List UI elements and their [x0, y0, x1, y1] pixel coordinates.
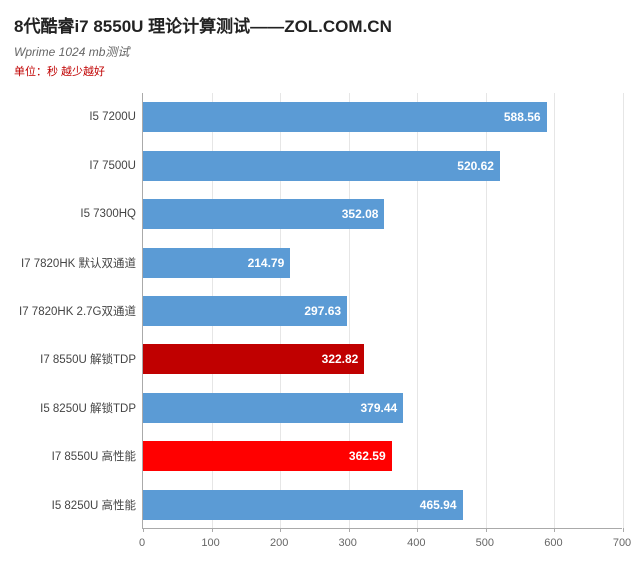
category-label: I5 7200U [14, 111, 136, 123]
chart-plot: 588.56 520.62 352.08 214.79 297.63 322.82 379.… [142, 93, 622, 529]
x-axis-label: 700 [613, 537, 631, 549]
bar: 214.79 [143, 248, 290, 278]
category-label: I7 7820HK 2.7G双通道 [14, 303, 136, 319]
category-label: I5 8250U 解锁TDP [14, 400, 136, 416]
x-axis-label: 500 [476, 537, 494, 549]
bar-value: 588.56 [504, 110, 541, 124]
category-label: I5 8250U 高性能 [14, 497, 136, 513]
category-label: I5 7300HQ [14, 208, 136, 220]
title-prefix: 8代酷睿i7 8550U 理论计算测试—— [14, 17, 284, 36]
x-tick [554, 528, 555, 532]
x-tick [486, 528, 487, 532]
bar-value: 362.59 [349, 449, 386, 463]
grid-line [623, 93, 624, 528]
bar-value: 322.82 [322, 352, 359, 366]
title-source: ZOL.COM.CN [284, 17, 392, 36]
category-label: I7 7820HK 默认双通道 [14, 255, 136, 271]
bar: 352.08 [143, 199, 384, 229]
bar-value: 520.62 [457, 159, 494, 173]
x-tick [349, 528, 350, 532]
bar-value: 379.44 [360, 401, 397, 415]
grid-line [554, 93, 555, 528]
bar: 520.62 [143, 151, 500, 181]
bar-value: 214.79 [248, 256, 285, 270]
bar: 379.44 [143, 393, 403, 423]
x-tick [143, 528, 144, 532]
chart-subtitle: Wprime 1024 mb测试 [14, 43, 626, 60]
chart-title: 8代酷睿i7 8550U 理论计算测试——ZOL.COM.CN [14, 12, 626, 37]
category-label: I7 7500U [14, 160, 136, 172]
x-tick [280, 528, 281, 532]
x-tick [212, 528, 213, 532]
bar: 465.94 [143, 490, 463, 520]
bar-value: 297.63 [304, 304, 341, 318]
bar: 362.59 [143, 441, 392, 471]
x-axis-label: 0 [139, 537, 145, 549]
bar-value: 352.08 [342, 207, 379, 221]
chart-area: 588.56 520.62 352.08 214.79 297.63 322.82 379.… [14, 93, 626, 553]
bar: 297.63 [143, 296, 347, 326]
bar-value: 465.94 [420, 498, 457, 512]
x-axis-label: 100 [201, 537, 219, 549]
chart-unit-note: 单位：秒 越少越好 [14, 63, 626, 79]
category-label: I7 8550U 高性能 [14, 448, 136, 464]
category-label: I7 8550U 解锁TDP [14, 351, 136, 367]
x-axis-label: 300 [339, 537, 357, 549]
bar: 588.56 [143, 102, 547, 132]
x-axis-label: 400 [407, 537, 425, 549]
x-axis-label: 200 [270, 537, 288, 549]
x-tick [623, 528, 624, 532]
bar: 322.82 [143, 344, 364, 374]
x-axis-label: 600 [544, 537, 562, 549]
x-tick [417, 528, 418, 532]
